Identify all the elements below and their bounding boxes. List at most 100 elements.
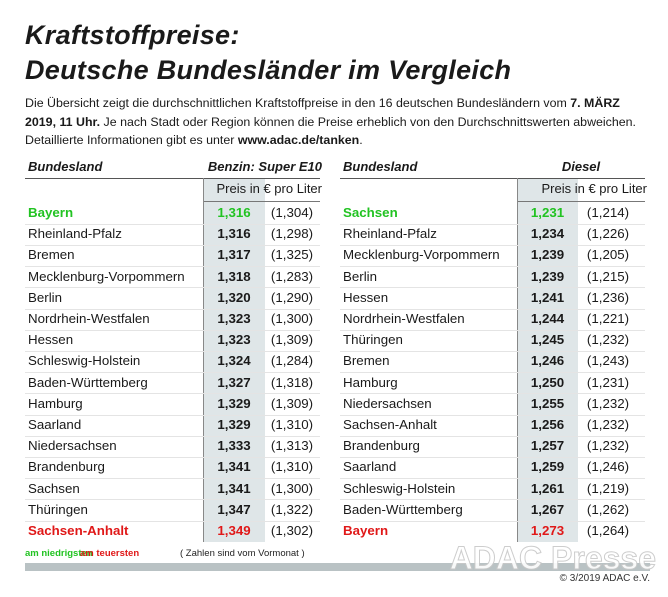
intro-text: 7. MÄRZ 2019, 11 Uhr. — [25, 96, 620, 129]
intro-text: . — [359, 133, 363, 147]
price: 1,329 — [217, 417, 251, 432]
price: 1,324 — [217, 353, 251, 369]
previous-price: (1,284) — [270, 353, 314, 369]
price: 1,329 — [217, 395, 251, 411]
state-name: Schleswig-Holstein — [343, 480, 456, 496]
state-name: Hessen — [28, 332, 74, 348]
title-line: Deutsche Bundesländer im Vergleich — [25, 55, 512, 85]
state-name: Nordrhein-Westfalen — [343, 311, 465, 326]
row-rule — [340, 266, 645, 268]
header-label: Bundesland — [343, 159, 418, 174]
previous-price: (1,302) — [270, 523, 314, 538]
price: 1,323 — [217, 332, 251, 348]
price: 1,320 — [217, 289, 251, 305]
row-rule — [25, 499, 320, 501]
previous-price: (1,318) — [270, 374, 314, 390]
header-fuel: Benzin: Super E10 — [207, 159, 322, 174]
row-rule — [340, 372, 645, 374]
previous-price: (1,298) — [270, 226, 314, 242]
row-rule — [340, 223, 645, 225]
price: 1,231 — [530, 205, 565, 220]
price: 1,316 — [217, 226, 251, 242]
previous-price: (1,215) — [586, 268, 630, 284]
previous-price: (1,221) — [586, 311, 630, 326]
price: 1,261 — [530, 480, 565, 496]
row-rule — [25, 244, 320, 246]
state-name: Mecklenburg-Vorpommern — [343, 247, 500, 263]
column-divider — [517, 178, 518, 543]
state-name: Thüringen — [28, 501, 88, 517]
state-name: Brandenburg — [343, 438, 420, 454]
previous-price: (1,232) — [586, 417, 630, 432]
row-rule — [25, 266, 320, 268]
row-rule — [25, 350, 320, 352]
previous-price: (1,243) — [586, 353, 630, 369]
legend-item: am teuersten — [80, 548, 140, 559]
previous-price: (1,214) — [586, 205, 630, 220]
state-name: Niedersachsen — [28, 438, 117, 454]
previous-price: (1,264) — [586, 523, 630, 538]
legend-item: am niedrigsten — [25, 548, 93, 559]
previous-price: (1,309) — [270, 332, 314, 348]
row-rule — [340, 499, 645, 501]
price: 1,241 — [530, 289, 565, 305]
price: 1,318 — [217, 268, 251, 284]
previous-price: (1,219) — [586, 480, 630, 496]
state-name: Saarland — [343, 459, 397, 475]
price: 1,267 — [530, 501, 565, 517]
state-name: Nordrhein-Westfalen — [28, 311, 150, 326]
price: 1,347 — [217, 501, 251, 517]
price: 1,349 — [217, 523, 251, 538]
state-name: Sachsen — [28, 480, 80, 496]
previous-price: (1,236) — [586, 289, 630, 305]
intro-text: Die Übersicht zeigt die durchschnittlich… — [25, 96, 571, 110]
previous-price: (1,232) — [586, 395, 630, 411]
state-name: Hamburg — [28, 395, 83, 411]
state-name: Hessen — [343, 289, 389, 305]
state-name: Saarland — [28, 417, 82, 432]
row-rule — [340, 244, 645, 246]
price: 1,316 — [217, 205, 251, 220]
price: 1,239 — [530, 268, 565, 284]
state-name: Baden-Württemberg — [343, 501, 463, 517]
price: 1,327 — [217, 374, 251, 390]
legend-item: ( Zahlen sind vom Vormonat ) — [180, 548, 305, 559]
row-rule — [340, 350, 645, 352]
price: 1,341 — [217, 459, 251, 475]
state-name: Bayern — [343, 523, 389, 538]
price: 1,234 — [530, 226, 565, 242]
row-rule — [25, 329, 320, 331]
watermark: ADAC Presse — [449, 540, 656, 577]
previous-price: (1,290) — [270, 289, 314, 305]
previous-price: (1,231) — [586, 374, 630, 390]
price-column-shade — [203, 178, 265, 543]
title-line: Kraftstoffpreise: — [25, 20, 240, 50]
state-name: Sachsen-Anhalt — [28, 523, 129, 538]
row-rule — [25, 520, 320, 522]
price: 1,257 — [530, 438, 565, 454]
state-name: Baden-Württemberg — [28, 374, 148, 390]
state-name: Sachsen — [343, 205, 398, 220]
previous-price: (1,325) — [270, 247, 314, 263]
state-name: Mecklenburg-Vorpommern — [28, 268, 185, 284]
price: 1,244 — [530, 311, 565, 326]
price: 1,259 — [530, 459, 565, 475]
price: 1,256 — [530, 417, 565, 432]
row-rule — [25, 308, 320, 310]
previous-price: (1,310) — [270, 459, 314, 475]
row-rule — [25, 435, 320, 437]
price: 1,245 — [530, 332, 565, 348]
previous-price: (1,300) — [270, 311, 314, 326]
state-name: Rheinland-Pfalz — [28, 226, 122, 242]
copyright: © 3/2019 ADAC e.V. — [559, 573, 650, 584]
row-rule — [25, 478, 320, 480]
unit-rule — [517, 201, 645, 202]
state-name: Sachsen-Anhalt — [343, 417, 437, 432]
row-rule — [25, 372, 320, 374]
price-column-shade — [517, 178, 578, 543]
row-rule — [340, 308, 645, 310]
row-rule — [340, 456, 645, 458]
state-name: Bremen — [343, 353, 390, 369]
bottom-bar — [25, 563, 650, 571]
